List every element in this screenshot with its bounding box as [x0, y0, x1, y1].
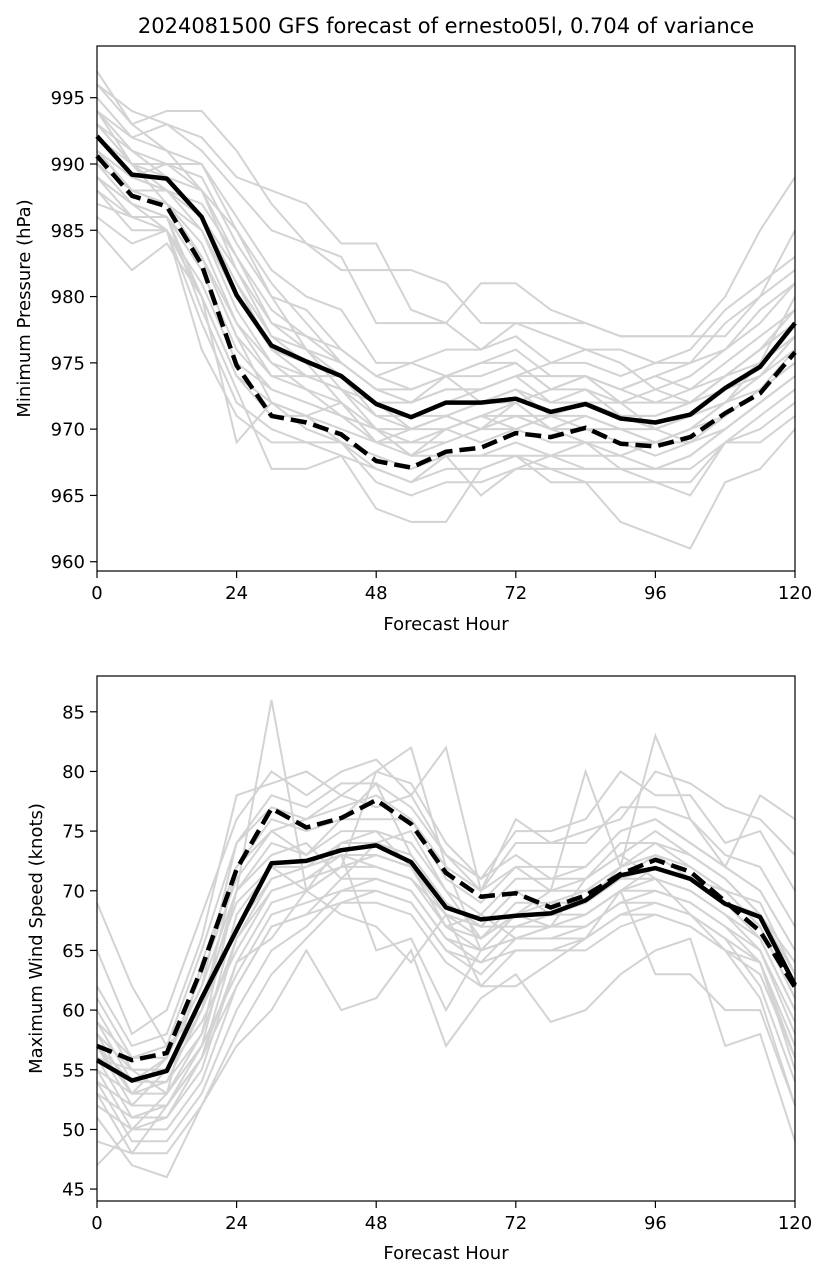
pressure-y-tick-label: 970 — [51, 420, 85, 441]
wind-y-axis-label: Maximum Wind Speed (knots) — [26, 803, 47, 1074]
wind-ensemble-line — [96, 889, 796, 1131]
pressure-ensemble-line — [96, 110, 796, 417]
pressure-x-tick-label: 24 — [225, 583, 248, 604]
pressure-ensemble-line — [96, 176, 796, 497]
wind-y-tick-label: 50 — [62, 1120, 85, 1141]
wind-x-tick-label: 48 — [365, 1213, 388, 1234]
pressure-x-tick-label: 72 — [504, 583, 527, 604]
wind-y-tick-label: 55 — [62, 1060, 85, 1081]
wind-ensemble-line — [96, 853, 796, 1107]
pressure-panel: 0 24 48 72 96 120 960 965 970 975 980 985 990 995 For… — [14, 45, 813, 635]
wind-ensemble-line — [96, 877, 796, 1119]
pressure-ensemble-line — [96, 123, 796, 431]
wind-ensemble-line — [96, 829, 796, 1084]
wind-x-tick-label: 0 — [91, 1213, 102, 1234]
pressure-axes-frame — [96, 45, 796, 572]
pressure-ticks: 0 24 48 72 96 120 960 965 970 975 980 985 990 995 — [51, 88, 813, 604]
wind-panel: 0 24 48 72 96 120 45 50 55 60 65 70 75 80 85 Forecast … — [26, 675, 812, 1264]
pressure-ensemble-line — [96, 110, 796, 378]
wind-ensemble-line — [96, 937, 796, 1179]
wind-x-tick-label: 72 — [504, 1213, 527, 1234]
pressure-y-tick-label: 975 — [51, 353, 85, 374]
wind-ensemble-line — [96, 853, 796, 1166]
wind-series-group — [95, 699, 798, 1179]
wind-x-axis-label: Forecast Hour — [383, 1243, 509, 1264]
wind-y-tick-label: 70 — [62, 881, 85, 902]
wind-solid-mean-line — [95, 843, 798, 1083]
pressure-y-tick-label: 985 — [51, 221, 85, 242]
pressure-ensemble-line — [96, 110, 796, 404]
wind-axes-frame — [96, 675, 796, 1202]
pressure-x-tick-label: 120 — [778, 583, 812, 604]
wind-x-tick-label: 24 — [225, 1213, 248, 1234]
pressure-solid-mean-line — [95, 134, 797, 425]
wind-y-tick-label: 85 — [62, 702, 85, 723]
pressure-x-tick-label: 48 — [365, 583, 388, 604]
wind-y-tick-label: 75 — [62, 822, 85, 843]
pressure-ensemble-line — [96, 150, 796, 444]
pressure-ensemble-line — [96, 216, 796, 484]
wind-y-tick-label: 45 — [62, 1180, 85, 1201]
wind-ensemble-line — [96, 745, 796, 1036]
pressure-y-tick-label: 965 — [51, 486, 85, 507]
wind-x-tick-label: 120 — [778, 1213, 812, 1234]
wind-dashed-mean-line — [96, 797, 797, 1063]
pressure-ensemble-line — [96, 202, 796, 550]
pressure-x-axis-label: Forecast Hour — [383, 614, 509, 635]
pressure-y-tick-label: 980 — [51, 287, 85, 308]
pressure-ensemble-line — [96, 136, 796, 444]
figure-title: 2024081500 GFS forecast of ernesto05l, 0… — [138, 14, 754, 38]
pressure-ensemble-line — [96, 229, 796, 497]
pressure-y-axis-label: Minimum Pressure (hPa) — [14, 199, 35, 417]
pressure-x-tick-label: 0 — [91, 583, 102, 604]
wind-ensemble-line — [96, 853, 796, 1095]
pressure-dashed-mean-line — [95, 154, 797, 470]
wind-ticks: 0 24 48 72 96 120 45 50 55 60 65 70 75 80 85 — [62, 702, 812, 1234]
wind-ensemble-line — [96, 794, 796, 1096]
pressure-ensemble-line — [96, 123, 796, 404]
pressure-series-group — [95, 70, 797, 550]
pressure-x-tick-label: 96 — [644, 583, 667, 604]
pressure-y-tick-label: 990 — [51, 154, 85, 175]
pressure-y-tick-label: 995 — [51, 88, 85, 109]
wind-y-tick-label: 60 — [62, 1001, 85, 1022]
wind-x-tick-label: 96 — [644, 1213, 667, 1234]
wind-ensemble-line — [96, 781, 796, 1096]
wind-ensemble-line — [96, 770, 796, 1048]
pressure-ensemble-line — [96, 97, 796, 364]
wind-y-tick-label: 80 — [62, 762, 85, 783]
wind-y-tick-label: 65 — [62, 941, 85, 962]
pressure-y-tick-label: 960 — [51, 552, 85, 573]
wind-ensemble-line — [96, 782, 796, 1059]
